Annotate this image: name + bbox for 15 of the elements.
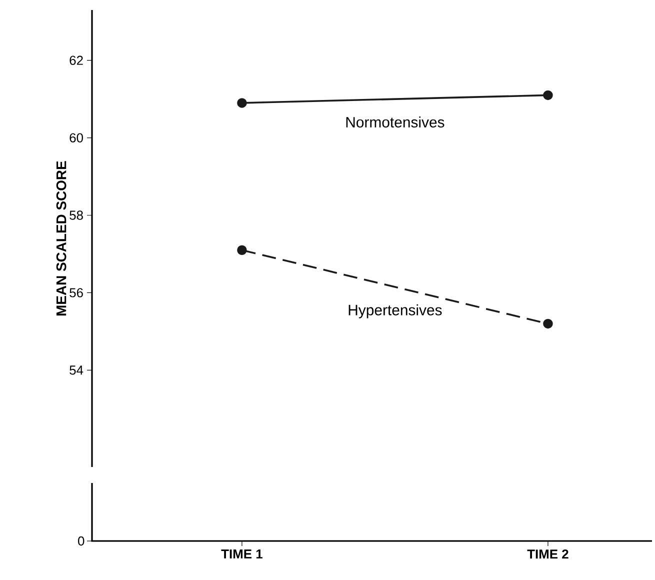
y-axis-title: MEAN SCALED SCORE xyxy=(56,161,66,316)
y-tick-label: 58 xyxy=(70,210,83,220)
text: 0 xyxy=(78,536,84,546)
x-tick-label: TIME 2 xyxy=(527,550,568,559)
x-tick-label: TIME 1 xyxy=(221,550,262,558)
point xyxy=(237,245,247,255)
y-tick-label: 62 xyxy=(70,56,83,65)
point xyxy=(543,318,553,329)
series-label: Hypertensives xyxy=(348,304,442,318)
point xyxy=(543,90,553,100)
series-label: Normotensives xyxy=(346,116,444,128)
y-tick-label: 54 xyxy=(70,366,84,375)
point xyxy=(237,98,247,108)
y-tick-label: 56 xyxy=(70,288,83,298)
y-tick-label: 60 xyxy=(70,133,83,142)
